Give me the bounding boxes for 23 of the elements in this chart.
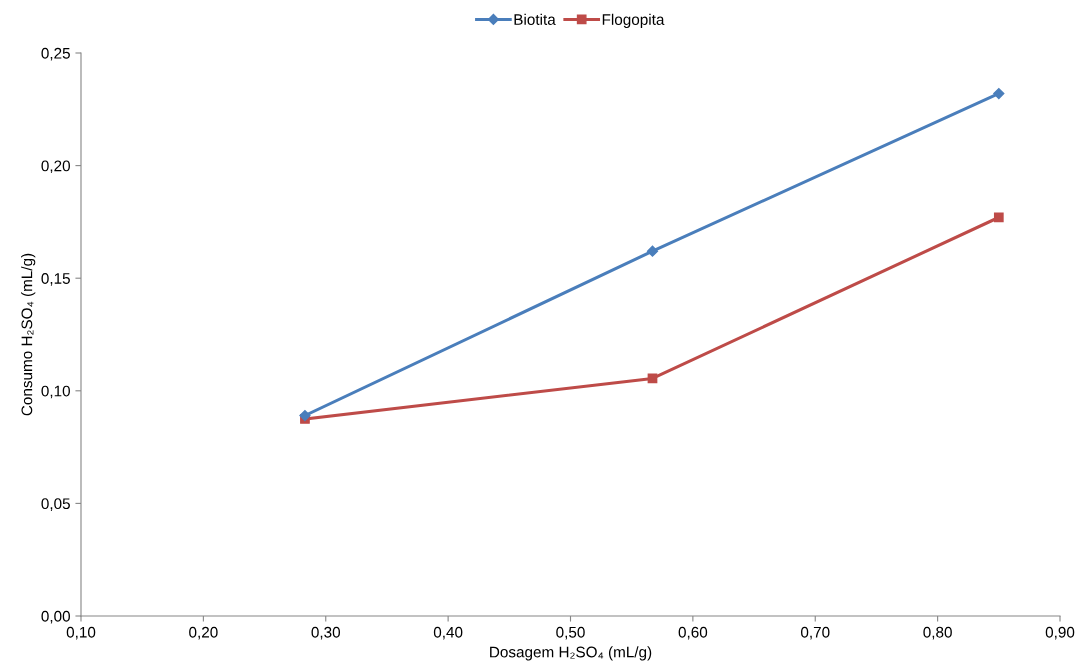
x-tick-label: 0,30 — [311, 626, 341, 640]
y-tick-label: 0,10 — [41, 385, 70, 399]
x-tick-label: 0,80 — [923, 626, 952, 640]
x-tick-label: 0,20 — [189, 626, 218, 640]
x-tick-label: 0,90 — [1045, 626, 1075, 640]
x-tick-label: 0,40 — [433, 626, 463, 640]
y-tick-label: 0,15 — [41, 273, 70, 286]
y-axis-title: Consumo H₂SO₄ (mL/g) — [21, 253, 36, 416]
x-tick-label: 0,10 — [66, 626, 96, 640]
x-tick-label: 0,70 — [800, 626, 830, 640]
y-tick-label: 0,05 — [41, 498, 70, 511]
y-tick-label: 0,25 — [41, 47, 70, 61]
legend-label: Biotita — [514, 13, 556, 25]
y-tick-label: 0,00 — [41, 610, 70, 624]
x-tick-label: 0,50 — [556, 626, 585, 640]
point — [646, 245, 659, 257]
point — [299, 409, 311, 422]
point — [993, 212, 1004, 223]
x-axis-title: Dosagem H₂SO₄ (mL/g) — [490, 646, 652, 661]
y-tick-label: 0,20 — [41, 160, 70, 174]
legend-label: Flogopita — [602, 13, 665, 28]
x-tick-label: 0,60 — [678, 626, 708, 640]
point — [993, 87, 1005, 100]
